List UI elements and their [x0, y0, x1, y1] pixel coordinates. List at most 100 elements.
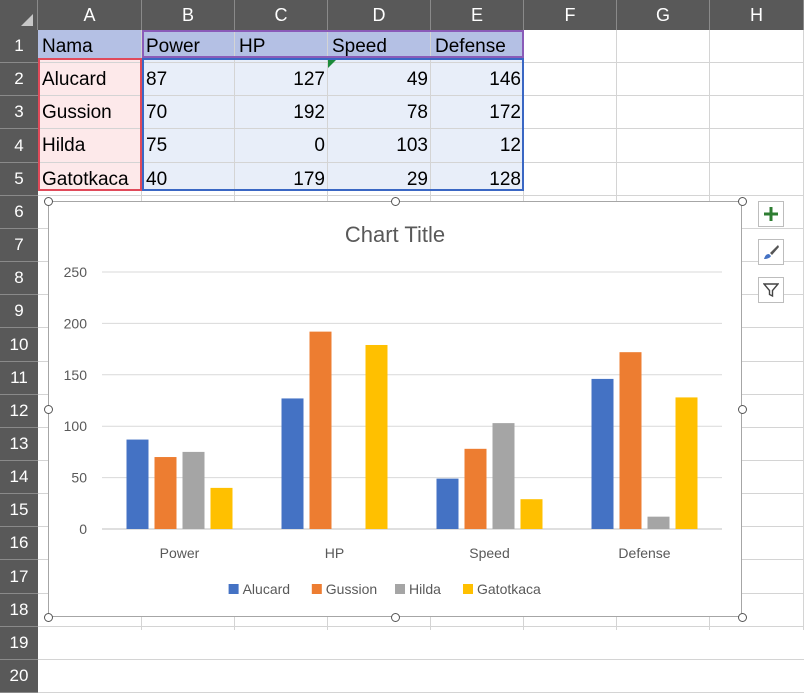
- x-tick-label: Speed: [469, 545, 509, 561]
- cell-name[interactable]: Alucard: [42, 68, 107, 90]
- cell-name[interactable]: Gussion: [42, 101, 112, 123]
- x-tick-label: HP: [325, 545, 344, 561]
- row-header-3[interactable]: 3: [0, 96, 38, 129]
- column-header-d[interactable]: D: [328, 0, 431, 30]
- row-header-6[interactable]: 6: [0, 196, 38, 229]
- row-header-11[interactable]: 11: [0, 362, 38, 395]
- bar-hilda-speed: [492, 423, 515, 529]
- column-header-bar: [0, 0, 804, 30]
- range-highlight-names: [38, 58, 142, 191]
- chart-resize-handle[interactable]: [737, 612, 747, 622]
- column-header-h[interactable]: H: [710, 0, 804, 30]
- cell-header[interactable]: Nama: [42, 35, 93, 57]
- row-header-7[interactable]: 7: [0, 229, 38, 262]
- cell-value[interactable]: 78: [406, 101, 428, 123]
- cell-value[interactable]: 127: [293, 68, 325, 90]
- row-header-20[interactable]: 20: [0, 660, 38, 693]
- gridline-horizontal: [38, 128, 804, 129]
- cell-value[interactable]: 0: [314, 135, 325, 156]
- cell-name[interactable]: Gatotkaca: [42, 168, 129, 190]
- cell-value[interactable]: 128: [489, 168, 521, 190]
- legend-swatch-hilda: [395, 584, 405, 594]
- select-all-triangle-icon: [21, 14, 33, 26]
- cell-value[interactable]: 103: [396, 135, 428, 156]
- select-all-button[interactable]: [0, 0, 38, 30]
- bar-gatotkaca-hp: [365, 344, 388, 529]
- cell-header[interactable]: HP: [239, 35, 266, 57]
- row-header-17[interactable]: 17: [0, 560, 38, 594]
- cell-value[interactable]: 40: [146, 168, 168, 190]
- column-header-f[interactable]: F: [524, 0, 617, 30]
- gridline-horizontal: [38, 62, 804, 63]
- bar-gussion-hp: [309, 331, 332, 529]
- error-indicator[interactable]: [328, 60, 336, 68]
- cell-value[interactable]: 146: [489, 68, 521, 90]
- cell-value[interactable]: 49: [406, 68, 428, 90]
- row-header-5[interactable]: 5: [0, 163, 38, 196]
- row-header-19[interactable]: 19: [0, 627, 38, 660]
- row-header-1[interactable]: 1: [0, 30, 38, 63]
- chart-resize-handle[interactable]: [390, 612, 400, 622]
- row-header-18[interactable]: 18: [0, 594, 38, 627]
- chart-resize-handle[interactable]: [43, 612, 53, 622]
- cell-value[interactable]: 192: [293, 101, 325, 123]
- cell-header[interactable]: Power: [146, 35, 200, 57]
- chart-area[interactable]: Chart Title 0 50 100 150 200 250 Power HP Speed De…: [48, 201, 742, 617]
- bar-hilda-defense: [647, 516, 670, 529]
- chart-resize-handle[interactable]: [43, 196, 53, 206]
- brush-icon: [764, 245, 779, 259]
- cell-value[interactable]: 29: [406, 168, 428, 190]
- range-border-names: [38, 58, 142, 191]
- legend-swatch-gatotkaca: [463, 584, 473, 594]
- legend-label: Alucard: [243, 581, 290, 597]
- range-highlight-values: [142, 58, 524, 191]
- bar-alucard-hp: [281, 398, 304, 529]
- row-header-4[interactable]: 4: [0, 129, 38, 163]
- row-header-14[interactable]: 14: [0, 461, 38, 494]
- bar-gatotkaca-power: [210, 487, 233, 529]
- row-header-13[interactable]: 13: [0, 428, 38, 461]
- gridline-horizontal: [38, 659, 804, 660]
- cell-name[interactable]: Hilda: [42, 135, 86, 156]
- bar-alucard-defense: [591, 378, 614, 529]
- bar-gatotkaca-speed: [520, 499, 543, 529]
- cell-value[interactable]: 75: [146, 135, 168, 156]
- bar-alucard-speed: [436, 478, 459, 529]
- cell-value[interactable]: 172: [489, 101, 521, 123]
- cell-value[interactable]: 70: [146, 101, 168, 123]
- bar-alucard-power: [126, 439, 149, 529]
- chart-resize-handle[interactable]: [390, 196, 400, 206]
- chart-resize-handle[interactable]: [43, 404, 53, 414]
- column-header-a[interactable]: A: [38, 0, 142, 30]
- row-header-15[interactable]: 15: [0, 494, 38, 527]
- filter-icon: [763, 283, 779, 298]
- x-tick-label: Power: [160, 545, 200, 561]
- row-header-2[interactable]: 2: [0, 63, 38, 96]
- row-header-10[interactable]: 10: [0, 328, 38, 362]
- chart-styles-button[interactable]: [758, 239, 784, 265]
- row-header-16[interactable]: 16: [0, 527, 38, 560]
- cell-header[interactable]: Defense: [435, 35, 506, 57]
- gridline-horizontal: [38, 162, 804, 163]
- column-header-c[interactable]: C: [235, 0, 328, 30]
- y-tick-label: 100: [64, 418, 88, 434]
- legend-label: Gatotkaca: [477, 581, 541, 597]
- column-header-b[interactable]: B: [142, 0, 235, 30]
- row-header-12[interactable]: 12: [0, 395, 38, 428]
- chart-filters-button[interactable]: [758, 277, 784, 303]
- range-highlight-series-headers: [142, 30, 524, 58]
- cell-value[interactable]: 12: [499, 135, 521, 156]
- column-header-e[interactable]: E: [431, 0, 524, 30]
- chart-title: Chart Title: [345, 222, 445, 247]
- row-header-8[interactable]: 8: [0, 262, 38, 295]
- row-header-9[interactable]: 9: [0, 295, 38, 328]
- chart-resize-handle[interactable]: [737, 404, 747, 414]
- column-header-g[interactable]: G: [617, 0, 710, 30]
- cell-header[interactable]: Speed: [332, 35, 387, 57]
- chart-resize-handle[interactable]: [737, 196, 747, 206]
- range-border-values: [142, 58, 524, 191]
- chart-elements-button[interactable]: [758, 201, 784, 227]
- cell-value[interactable]: 87: [146, 68, 168, 90]
- y-tick-label: 200: [64, 315, 88, 331]
- cell-value[interactable]: 179: [293, 168, 325, 190]
